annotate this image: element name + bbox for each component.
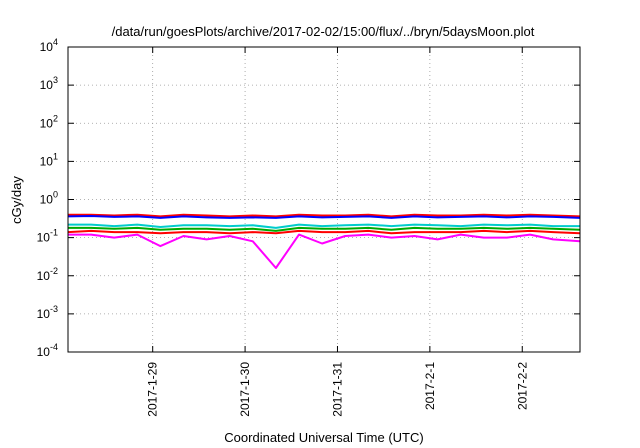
series-line-6: [68, 233, 581, 269]
series-line-3: [68, 223, 580, 229]
x-tick-label: 2017-2-1: [423, 362, 437, 410]
y-tick-label: 100: [40, 190, 58, 207]
y-tick-label: 104: [40, 37, 58, 54]
series-group: [67, 213, 581, 269]
series-line-5: [67, 229, 581, 235]
chart-title: /data/run/goesPlots/archive/2017-02-02/1…: [112, 24, 535, 39]
y-tick-label: 10-4: [37, 342, 58, 359]
x-tick-label: 2017-1-29: [146, 362, 160, 417]
x-axis-label: Coordinated Universal Time (UTC): [224, 430, 423, 445]
x-tick-label: 2017-1-30: [238, 362, 252, 417]
y-tick-label: 10-3: [37, 304, 58, 321]
y-tick-label: 101: [40, 151, 58, 168]
y-tick-label: 10-1: [37, 228, 58, 245]
y-tick-label: 102: [40, 113, 58, 130]
y-axis-label: cGy/day: [9, 176, 24, 224]
y-tick-label: 103: [40, 75, 58, 92]
grid-lines: [68, 47, 580, 352]
y-tick-label: 10-2: [37, 266, 58, 283]
y-axis: 10-4 10-3 10-2 10-1 100 101 102 103 104: [37, 37, 580, 359]
x-tick-label: 2017-2-2: [515, 362, 529, 410]
series-line-1: [68, 213, 581, 218]
x-tick-label: 2017-1-31: [330, 362, 344, 417]
series-line-4: [68, 226, 581, 232]
series-line-2: [67, 215, 581, 219]
x-axis: 2017-1-29 2017-1-30 2017-1-31 2017-2-1 2017-…: [146, 47, 529, 417]
